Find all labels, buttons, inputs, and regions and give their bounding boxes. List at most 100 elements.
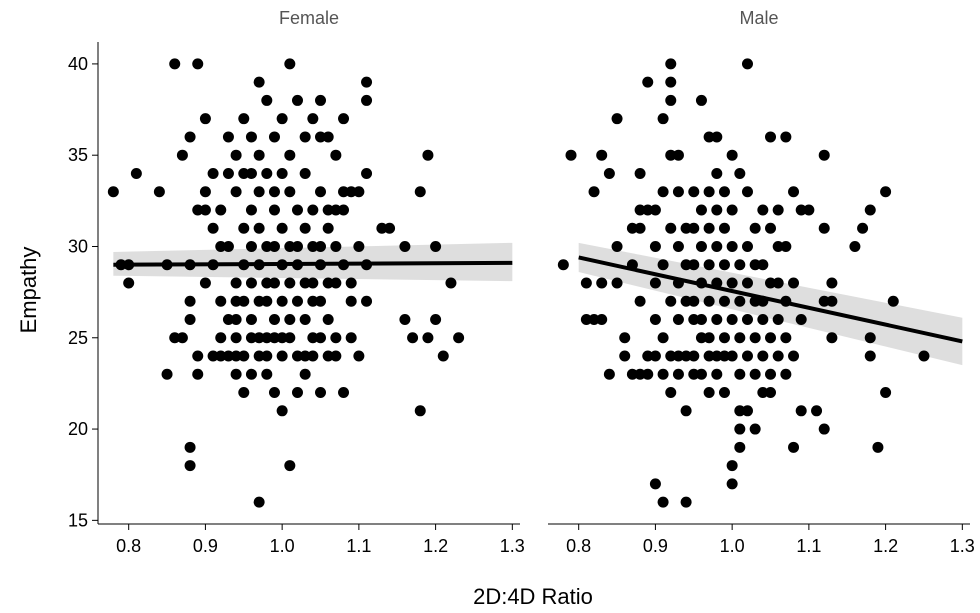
- data-point: [703, 131, 715, 143]
- data-point: [276, 113, 288, 125]
- trend-line: [578, 255, 963, 344]
- data-point: [718, 387, 730, 399]
- data-point: [338, 387, 350, 399]
- data-point: [299, 167, 311, 179]
- data-point: [330, 332, 342, 344]
- data-point: [811, 405, 823, 417]
- data-point: [765, 387, 777, 399]
- data-point: [291, 295, 303, 307]
- data-point: [611, 240, 623, 252]
- data-point: [703, 222, 715, 234]
- data-point: [407, 332, 419, 344]
- data-point: [864, 204, 876, 216]
- data-point: [169, 332, 181, 344]
- data-point: [184, 441, 196, 453]
- data-point: [703, 186, 715, 198]
- data-point: [215, 295, 227, 307]
- data-point: [741, 58, 753, 70]
- data-point: [338, 204, 350, 216]
- data-point: [818, 149, 830, 161]
- data-point: [649, 478, 661, 490]
- data-point: [230, 350, 242, 362]
- data-point: [649, 204, 661, 216]
- data-point: [680, 350, 692, 362]
- data-point: [734, 423, 746, 435]
- data-point: [795, 314, 807, 326]
- data-point: [734, 441, 746, 453]
- data-point: [445, 277, 457, 289]
- data-point: [353, 186, 365, 198]
- data-point: [688, 350, 700, 362]
- data-point: [688, 186, 700, 198]
- data-point: [222, 240, 234, 252]
- data-point: [765, 222, 777, 234]
- data-point: [276, 332, 288, 344]
- data-point: [315, 295, 327, 307]
- y-tick-label: 15: [68, 510, 88, 530]
- data-point: [238, 350, 250, 362]
- data-point: [734, 259, 746, 271]
- data-point: [880, 186, 892, 198]
- data-point: [299, 314, 311, 326]
- data-point: [642, 204, 654, 216]
- data-point: [626, 368, 638, 380]
- x-tick-label: 1.0: [720, 536, 745, 556]
- data-point: [818, 222, 830, 234]
- data-point: [414, 186, 426, 198]
- x-tick-label: 1.1: [346, 536, 371, 556]
- data-point: [215, 350, 227, 362]
- data-point: [795, 204, 807, 216]
- data-point: [161, 368, 173, 380]
- data-point: [215, 240, 227, 252]
- data-point: [718, 350, 730, 362]
- data-point: [711, 167, 723, 179]
- data-point: [688, 314, 700, 326]
- data-point: [695, 204, 707, 216]
- data-point: [291, 94, 303, 106]
- data-point: [345, 295, 357, 307]
- data-point: [765, 332, 777, 344]
- data-point: [238, 387, 250, 399]
- data-point: [414, 405, 426, 417]
- data-point: [307, 204, 319, 216]
- data-point: [222, 350, 234, 362]
- data-point: [322, 277, 334, 289]
- data-point: [261, 94, 273, 106]
- data-point: [657, 368, 669, 380]
- data-point: [741, 240, 753, 252]
- x-tick-label: 0.8: [116, 536, 141, 556]
- data-point: [818, 295, 830, 307]
- data-point: [307, 240, 319, 252]
- data-point: [268, 332, 280, 344]
- data-point: [330, 240, 342, 252]
- data-point: [261, 368, 273, 380]
- data-point: [284, 58, 296, 70]
- data-point: [649, 240, 661, 252]
- data-point: [268, 131, 280, 143]
- data-point: [268, 277, 280, 289]
- data-point: [588, 314, 600, 326]
- data-point: [192, 350, 204, 362]
- data-point: [565, 149, 577, 161]
- data-point: [596, 314, 608, 326]
- data-point: [276, 350, 288, 362]
- data-point: [230, 332, 242, 344]
- data-point: [307, 350, 319, 362]
- data-point: [611, 277, 623, 289]
- x-tick-label: 1.3: [500, 536, 525, 556]
- data-point: [596, 149, 608, 161]
- data-point: [284, 332, 296, 344]
- data-point: [268, 186, 280, 198]
- data-point: [230, 295, 242, 307]
- data-point: [184, 131, 196, 143]
- data-point: [711, 240, 723, 252]
- data-point: [818, 423, 830, 435]
- data-point: [207, 222, 219, 234]
- data-point: [588, 186, 600, 198]
- data-point: [215, 332, 227, 344]
- data-point: [268, 240, 280, 252]
- data-point: [749, 222, 761, 234]
- y-tick-label: 20: [68, 419, 88, 439]
- data-point: [749, 423, 761, 435]
